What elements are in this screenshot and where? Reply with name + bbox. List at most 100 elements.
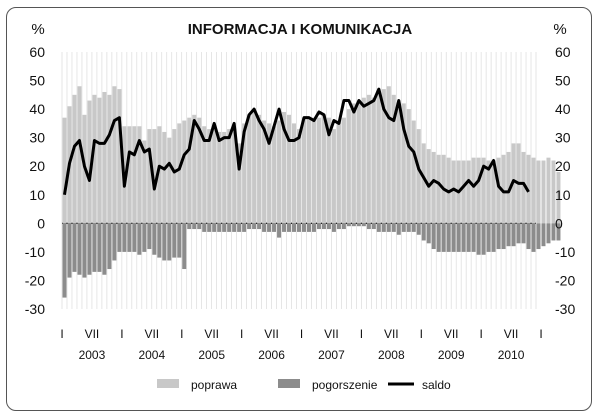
bar-poprawa [366,94,371,224]
bar-pogorszenie [82,223,87,278]
y-tick-label-right: 0 [555,215,563,231]
bar-pogorszenie [421,223,426,241]
bar-poprawa [267,123,272,224]
bar-pogorszenie [306,223,311,232]
bar-poprawa [326,117,331,224]
bar-pogorszenie [112,223,117,261]
y-tick-label-right: -20 [555,272,575,288]
bar-pogorszenie [142,223,147,252]
bar-poprawa [247,114,252,224]
bar-poprawa [147,129,152,224]
bar-poprawa [272,126,277,224]
x-year-label: 2007 [318,348,345,362]
bar-pogorszenie [356,223,361,227]
bar-poprawa [351,103,356,224]
bar-poprawa [137,126,142,224]
bar-pogorszenie [311,223,316,232]
bar-pogorszenie [376,223,381,232]
bar-pogorszenie [541,223,546,247]
x-tick-label: I [420,327,423,341]
bar-poprawa [471,157,476,224]
bar-poprawa [541,160,546,224]
bar-poprawa [491,160,496,224]
bar-pogorszenie [262,223,267,232]
x-tick-label: I [360,327,363,341]
bar-pogorszenie [237,223,242,232]
y-unit-right: % [553,21,566,38]
y-tick-label-left: -20 [25,272,45,288]
bar-pogorszenie [371,223,376,230]
bar-pogorszenie [441,223,446,252]
legend: poprawa pogorszenie saldo [157,378,451,392]
chart-title: INFORMACJA I KOMUNIKACJA [188,21,413,38]
bar-pogorszenie [172,223,177,258]
bar-poprawa [346,109,351,224]
x-tick-label: I [240,327,243,341]
bar-poprawa [301,117,306,224]
bar-pogorszenie [556,223,561,241]
x-tick-label: I [180,327,183,341]
bar-pogorszenie [247,223,252,230]
x-tick-label: I [120,327,123,341]
y-tick-label-left: 50 [29,73,45,89]
bar-pogorszenie [446,223,451,252]
bar-pogorszenie [107,223,112,270]
vertical-grid [61,52,537,309]
x-year-label: 2003 [79,348,106,362]
y-tick-label-right: -30 [555,301,575,317]
bar-poprawa [481,157,486,224]
bar-poprawa [192,114,197,224]
x-tick-label: I [539,327,542,341]
y-tick-label-right: -10 [555,244,575,260]
y-ticks-left: 60 50 40 30 20 10 0 -10 -20 -30 [25,44,45,317]
bar-poprawa [411,120,416,224]
y-tick-label-right: 10 [555,187,571,203]
bar-poprawa [466,160,471,224]
bar-poprawa [232,129,237,224]
bar-pogorszenie [326,223,331,230]
bar-pogorszenie [147,223,152,250]
bar-poprawa [217,131,222,224]
bar-poprawa [361,97,366,224]
bar-pogorszenie [132,223,137,252]
bar-poprawa [476,157,481,224]
x-tick-label: I [479,327,482,341]
bar-poprawa [142,140,147,224]
x-tick-label: VII [504,327,519,341]
bar-pogorszenie [366,223,371,230]
y-tick-label-left: 20 [29,158,45,174]
bar-poprawa [72,94,77,224]
bar-poprawa [62,117,67,224]
bar-poprawa [157,126,162,224]
bar-pogorszenie [257,223,262,230]
bar-pogorszenie [531,223,536,252]
bar-poprawa [207,129,212,224]
bar-poprawa [416,129,421,224]
x-year-label: 2005 [198,348,225,362]
bar-poprawa [521,151,526,224]
bar-poprawa [396,109,401,224]
bar-pogorszenie [182,223,187,270]
bar-pogorszenie [227,223,232,232]
legend-label: pogorszenie [312,378,378,392]
bar-pogorszenie [466,223,471,252]
y-tick-label-left: -30 [25,301,45,317]
y-tick-label-left: -10 [25,244,45,260]
bar-pogorszenie [551,223,556,241]
legend-label: saldo [422,378,451,392]
bar-poprawa [331,129,336,224]
bar-pogorszenie [62,223,67,298]
bar-pogorszenie [406,223,411,232]
bar-poprawa [187,117,192,224]
bar-poprawa [386,86,391,224]
bar-poprawa [506,151,511,224]
x-tick-label: VII [444,327,459,341]
y-tick-label-right: 30 [555,130,571,146]
x-ticks: I VII I VII I VII I VII I VII I VII I VII I VII I 2003 200… [60,327,542,362]
bar-pogorszenie [152,223,157,255]
y-tick-label-left: 40 [29,101,45,117]
bar-pogorszenie [127,223,132,252]
bar-pogorszenie [416,223,421,235]
bar-pogorszenie [511,223,516,247]
bar-pogorszenie [536,223,541,250]
